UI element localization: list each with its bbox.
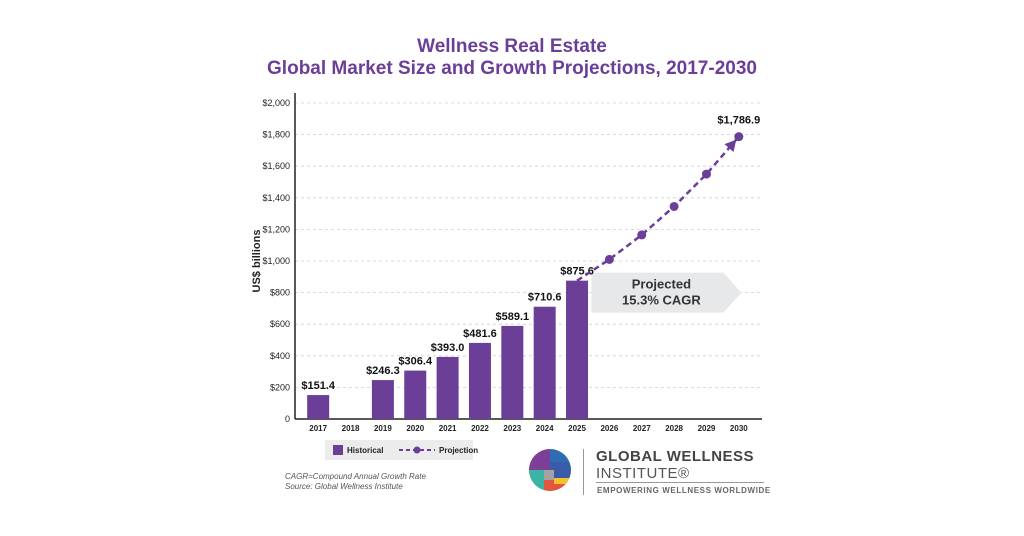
cagr-annotation-box: [591, 272, 742, 313]
y-tick-label: $1,000: [262, 256, 290, 266]
x-tick-label: 2029: [698, 424, 716, 433]
bar-2020: [404, 370, 427, 419]
y-tick-label: $800: [270, 288, 290, 298]
footnote-cagr: CAGR=Compound Annual Growth Rate: [285, 472, 426, 481]
cagr-annotation-line2: 15.3% CAGR: [622, 293, 701, 308]
projection-line: [576, 135, 740, 282]
x-tick-label: 2030: [730, 424, 748, 433]
gwi-logo-icon: [529, 449, 571, 491]
x-tick-label: 2021: [439, 424, 457, 433]
y-tick-label: $200: [270, 382, 290, 392]
bar-2021: [436, 356, 459, 419]
bar-value-label: $589.1: [495, 311, 529, 323]
y-tick-label: $1,400: [262, 193, 290, 203]
logo-tagline: EMPOWERING WELLNESS WORLDWIDE: [597, 486, 771, 495]
logo-name-line1: GLOBAL WELLNESS: [596, 448, 755, 465]
projection-point-2030: [734, 132, 744, 142]
x-tick-label: 2022: [471, 424, 489, 433]
x-tick-label: 2027: [633, 424, 651, 433]
footnotes: CAGR=Compound Annual Growth Rate Source:…: [285, 472, 426, 492]
legend: Historical Projection: [325, 440, 478, 460]
y-tick-label: $1,200: [262, 224, 290, 234]
projection-point-2026: [604, 254, 614, 264]
y-tick-label: $1,600: [262, 161, 290, 171]
bar-value-label: $306.4: [398, 356, 433, 368]
y-tick-label: $2,000: [262, 98, 290, 108]
x-tick-label: 2019: [374, 424, 392, 433]
y-tick-label: $600: [270, 319, 290, 329]
x-tick-label: 2028: [665, 424, 683, 433]
projection-arrowhead: [724, 139, 737, 152]
y-tick-label: $1,800: [262, 130, 290, 140]
x-tick-label: 2026: [600, 424, 618, 433]
x-tick-label: 2025: [568, 424, 586, 433]
x-tick-label: 2023: [503, 424, 521, 433]
projection-end-label: $1,786.9: [717, 115, 760, 127]
logo-name-line2: INSTITUTE®: [596, 465, 690, 482]
cagr-annotation-line1: Projected: [632, 277, 691, 292]
chart-subtitle: Global Market Size and Growth Projection…: [267, 58, 757, 79]
x-tick-label: 2020: [406, 424, 424, 433]
bar-2023: [501, 325, 524, 419]
projection-point-2029: [701, 169, 711, 179]
bar-2024: [533, 306, 556, 419]
bar-2025: [566, 280, 589, 419]
x-tick-label: 2017: [309, 424, 327, 433]
x-tick-label: 2018: [342, 424, 360, 433]
bar-value-label: $151.4: [301, 380, 336, 392]
bar-value-label: $481.6: [463, 328, 497, 340]
legend-label-historical: Historical: [347, 446, 384, 455]
y-axis-title: US$ billions: [251, 230, 263, 293]
legend-swatch-historical: [333, 445, 343, 455]
chart-title: Wellness Real Estate: [417, 36, 607, 57]
y-tick-label: 0: [285, 414, 290, 424]
legend-label-projection: Projection: [439, 446, 479, 455]
logo-divider: [583, 449, 584, 495]
x-tick-label: 2024: [536, 424, 554, 433]
bar-2019: [371, 380, 394, 419]
footnote-source: Source: Global Wellness Institute: [285, 482, 403, 491]
bar-value-label: $393.0: [431, 342, 465, 354]
logo-underline: [596, 482, 764, 483]
bar-value-label: $246.3: [366, 365, 400, 377]
projection-point-2027: [637, 230, 647, 240]
bar-value-label: $710.6: [528, 292, 562, 304]
bar-2017: [307, 395, 330, 419]
bar-2022: [468, 342, 491, 419]
legend-swatch-projection: [399, 446, 435, 454]
projection-point-2028: [669, 201, 679, 211]
y-tick-label: $400: [270, 351, 290, 361]
